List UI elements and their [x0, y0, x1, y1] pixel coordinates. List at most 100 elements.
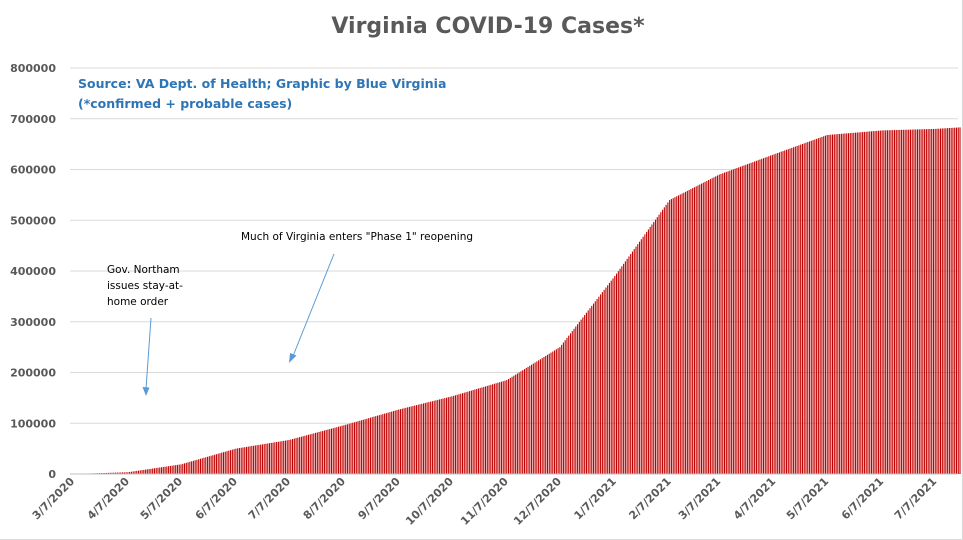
bar	[830, 134, 832, 474]
bar	[619, 268, 621, 474]
bar	[307, 434, 310, 474]
bar	[731, 169, 733, 475]
bar	[761, 158, 763, 475]
bar	[750, 162, 752, 475]
bar	[945, 128, 947, 474]
bar	[782, 151, 784, 474]
bar	[129, 471, 131, 474]
bar	[734, 168, 736, 474]
bar	[677, 195, 680, 475]
bar	[934, 128, 936, 474]
bar	[449, 396, 451, 474]
bar	[947, 128, 949, 474]
bar	[261, 444, 263, 474]
bar	[644, 234, 646, 474]
bar	[816, 138, 818, 474]
bar	[338, 426, 340, 474]
bar	[134, 471, 136, 474]
annotation-stay-at-home-line-3: home order	[107, 296, 169, 308]
bar	[899, 129, 901, 474]
bar	[550, 352, 552, 474]
bar	[598, 296, 600, 474]
bar	[624, 261, 626, 474]
annotation-phase-1: Much of Virginia enters "Phase 1" reopen…	[241, 231, 473, 363]
bar	[924, 129, 926, 474]
annotation-stay-at-home-arrow	[145, 317, 152, 390]
bar	[162, 466, 164, 474]
x-axis-ticks: 3/7/2020 4/7/2020 5/7/2020 6/7/2020 7/7/2020…	[30, 475, 940, 528]
bar	[646, 231, 648, 474]
bar	[451, 396, 453, 474]
bar	[185, 462, 187, 474]
bar	[364, 419, 366, 474]
bar	[610, 280, 612, 474]
bar	[486, 385, 488, 474]
bar	[534, 362, 536, 474]
bar	[584, 315, 586, 474]
bar	[672, 198, 674, 474]
bar	[334, 427, 336, 474]
bar	[247, 446, 249, 474]
bar	[199, 458, 202, 474]
y-axis-ticks: 0 100000 200000 300000 400000 500000 600000 700…	[10, 62, 56, 481]
bar	[461, 393, 464, 474]
annotation-phase-1-text: Much of Virginia enters "Phase 1" reopen…	[241, 231, 473, 243]
bar	[582, 317, 584, 474]
y-tick-label: 100000	[10, 417, 56, 430]
bar	[258, 444, 260, 474]
bar	[902, 129, 904, 474]
bar	[339, 426, 341, 474]
bar	[536, 361, 538, 474]
bar	[240, 447, 242, 474]
bar	[711, 178, 713, 474]
bar	[490, 384, 492, 474]
bar	[939, 128, 942, 474]
x-tick-label: 7/7/2020	[246, 475, 294, 523]
bar	[727, 171, 729, 475]
bar	[688, 189, 690, 475]
bar	[267, 443, 269, 474]
bar	[341, 425, 343, 474]
bar	[817, 138, 819, 474]
bar	[908, 129, 910, 474]
bar	[130, 471, 132, 474]
bar	[885, 130, 887, 474]
bar	[906, 129, 908, 474]
bar	[207, 456, 209, 474]
bar	[447, 397, 449, 474]
bar	[612, 278, 614, 474]
bar	[793, 147, 795, 474]
bar	[605, 287, 607, 474]
bar	[846, 133, 848, 474]
bar	[722, 173, 724, 474]
bar	[368, 418, 370, 474]
bar	[146, 469, 148, 474]
bar	[191, 461, 193, 474]
x-tick-label: 12/7/2020	[511, 475, 564, 528]
x-tick-label: 6/7/2020	[193, 475, 241, 523]
bar	[803, 143, 805, 474]
bar	[718, 174, 720, 474]
bar	[807, 142, 809, 474]
bar	[203, 457, 205, 474]
y-tick-label: 800000	[10, 62, 56, 75]
bar	[531, 364, 533, 474]
bar	[869, 131, 871, 474]
bar	[639, 241, 641, 474]
bar	[474, 389, 476, 474]
bar	[747, 164, 749, 474]
x-tick-label: 3/7/2021	[676, 475, 723, 522]
bar	[649, 226, 651, 474]
bar	[318, 431, 320, 474]
bar	[309, 434, 311, 474]
bar	[438, 399, 441, 474]
bar	[851, 132, 853, 474]
bar	[681, 193, 683, 475]
bar	[529, 365, 531, 474]
bar	[332, 428, 334, 474]
bar	[819, 137, 821, 474]
bar	[329, 429, 331, 474]
bar	[198, 459, 200, 474]
bar	[484, 386, 487, 474]
